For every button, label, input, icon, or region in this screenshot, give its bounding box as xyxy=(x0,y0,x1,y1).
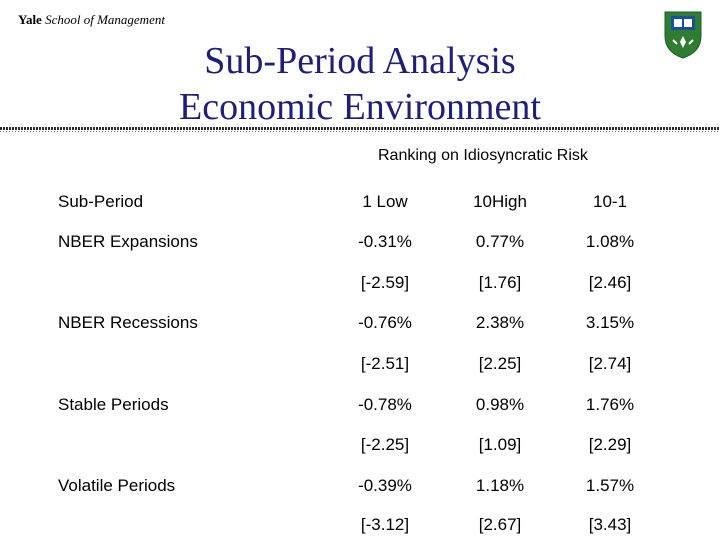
tstat-cell: [-2.59] xyxy=(360,273,410,292)
tstat-cell: [2.29] xyxy=(588,435,632,454)
row-label-nber-expansions: NBER Expansions xyxy=(58,232,198,251)
tstat-cell: [3.43] xyxy=(588,515,632,534)
column-header-high: 10High xyxy=(473,192,527,211)
tstat-cell: [-2.25] xyxy=(360,435,410,454)
table-cell: -0.76% xyxy=(358,313,412,332)
table-cell: 1.18% xyxy=(475,476,525,495)
title-line-1: Sub-Period Analysis xyxy=(204,40,516,82)
table-cell: 0.98% xyxy=(475,395,525,414)
tstat-cell: [2.25] xyxy=(478,354,522,373)
table-cell: 1.57% xyxy=(585,476,635,495)
tstat-cell: [1.09] xyxy=(478,435,522,454)
table-cell: -0.39% xyxy=(358,476,412,495)
column-header-low: 1 Low xyxy=(362,192,408,211)
row-label-nber-recessions: NBER Recessions xyxy=(58,313,198,332)
divider-secondary xyxy=(0,131,720,132)
column-header-subperiod: Sub-Period xyxy=(58,192,144,211)
tstat-cell: [2.46] xyxy=(588,273,632,292)
table-cell: 1.08% xyxy=(585,232,635,251)
table-cell: -0.31% xyxy=(358,232,412,251)
row-label-stable-periods: Stable Periods xyxy=(58,395,169,414)
table-cell: 0.77% xyxy=(475,232,525,251)
tstat-cell: [2.74] xyxy=(588,354,632,373)
page-title: Sub-Period Analysis Economic Environment xyxy=(0,38,720,130)
tstat-cell: [-3.12] xyxy=(360,515,410,534)
table-cell: 1.76% xyxy=(585,395,635,414)
column-header-diff: 10-1 xyxy=(592,192,628,211)
ranking-group-header: Ranking on Idiosyncratic Risk xyxy=(378,147,588,164)
institution-brand: Yale School of Management xyxy=(18,12,165,28)
tstat-cell: [1.76] xyxy=(478,273,522,292)
title-line-2: Economic Environment xyxy=(179,86,541,128)
tstat-cell: [2.67] xyxy=(478,515,522,534)
row-label-volatile-periods: Volatile Periods xyxy=(58,476,176,495)
table-cell: -0.78% xyxy=(358,395,412,414)
tstat-cell: [-2.51] xyxy=(360,354,410,373)
table-cell: 3.15% xyxy=(585,313,635,332)
yale-shield-icon xyxy=(664,11,702,59)
institution-school: School of Management xyxy=(45,12,165,27)
table-cell: 2.38% xyxy=(475,313,525,332)
divider xyxy=(0,127,720,130)
institution-name: Yale xyxy=(18,12,42,27)
